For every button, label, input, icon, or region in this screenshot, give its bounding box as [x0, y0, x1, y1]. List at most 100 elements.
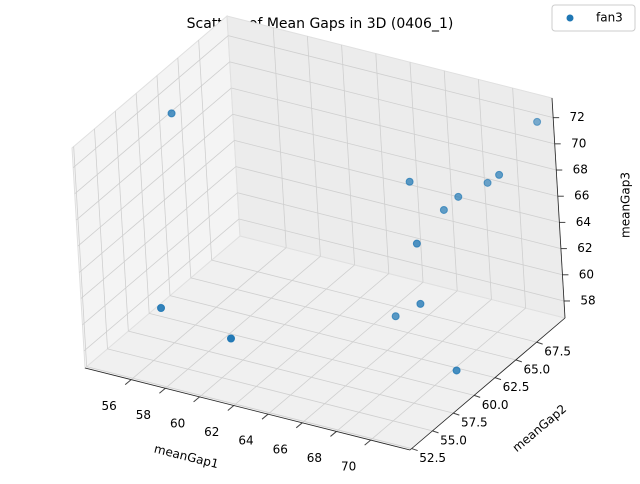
grid-line [177, 57, 192, 278]
y-tick [494, 377, 502, 381]
legend: fan3 [551, 4, 636, 32]
grid-line [156, 75, 171, 296]
grid-line [231, 87, 557, 171]
grid-line [478, 79, 492, 300]
grid-line [149, 312, 475, 396]
grid-line [237, 192, 563, 276]
point [452, 366, 461, 375]
point [412, 239, 421, 248]
y-tick-label: 65.0 [523, 362, 550, 376]
grid-line [199, 264, 355, 398]
grid-line [211, 259, 537, 343]
x-tick-label: 70 [341, 460, 356, 474]
grid-line [301, 290, 458, 424]
grid-line [272, 27, 287, 248]
y-tick [432, 430, 439, 434]
grid-line [409, 62, 424, 283]
z-axis-label: meanGap3 [619, 172, 633, 238]
point [416, 299, 425, 308]
grid-line [75, 87, 232, 221]
grid-line [306, 36, 321, 257]
grid-line [228, 35, 554, 119]
grid-line [77, 113, 234, 247]
y-tick-label: 62.5 [503, 380, 530, 394]
grid-line [83, 218, 240, 352]
z-tick-label: 64 [576, 215, 591, 229]
grid-line [235, 166, 561, 249]
x-tick [193, 396, 200, 403]
grid-line [229, 61, 555, 145]
x-tick [159, 387, 166, 394]
z-tick-label: 58 [580, 293, 595, 307]
x-tick-label: 56 [102, 399, 117, 413]
grid-line [233, 273, 390, 406]
axis-line [409, 317, 566, 451]
y-tick-label: 60.0 [482, 398, 509, 412]
grid-line [73, 146, 88, 367]
z-tick-label: 66 [574, 189, 589, 203]
y-tick [515, 359, 522, 363]
y-tick [411, 448, 418, 452]
grid-line [82, 192, 238, 326]
x-tick [124, 379, 132, 386]
point [405, 177, 414, 186]
y-tick [453, 412, 460, 416]
point [495, 170, 504, 179]
y-tick [536, 341, 543, 345]
legend-label: fan3 [596, 11, 623, 25]
grid-line [370, 307, 526, 441]
x-tick [227, 405, 235, 411]
y-tick [474, 394, 481, 398]
grid-line [190, 277, 516, 361]
x-tick-label: 64 [238, 434, 253, 448]
y-axis-label: meanGap2 [510, 402, 570, 455]
x-tick [295, 422, 303, 429]
grid-line [86, 366, 412, 449]
z-tick-label: 60 [579, 267, 594, 281]
z-tick-label: 68 [573, 163, 588, 177]
point [167, 109, 176, 118]
axis-line [551, 97, 566, 319]
z-tick-label: 70 [571, 136, 586, 150]
x-tick [330, 431, 337, 437]
z-tick-label: 72 [570, 110, 585, 124]
grid-line [128, 330, 454, 414]
x-tick-label: 58 [136, 408, 151, 422]
grid-line [107, 348, 433, 432]
point [226, 334, 235, 343]
grid-line [79, 140, 235, 273]
grid-line [135, 93, 150, 314]
grid-line [375, 53, 390, 274]
point [157, 303, 166, 312]
grid-line [267, 281, 424, 415]
grid-line [74, 61, 230, 195]
grid-line [165, 255, 321, 389]
x-tick [364, 439, 371, 446]
grid-line [232, 113, 558, 197]
grid-line [238, 218, 565, 302]
y-tick-label: 57.5 [461, 416, 488, 430]
legend-marker [566, 14, 574, 22]
x-tick [261, 413, 269, 420]
grid-line [512, 88, 527, 309]
grid-line [336, 299, 492, 432]
grid-line [80, 166, 237, 299]
point [533, 117, 542, 126]
point [454, 192, 463, 201]
grid-line [341, 44, 356, 265]
y-tick-label: 52.5 [419, 451, 446, 465]
x-tick-label: 66 [273, 442, 288, 456]
point [439, 205, 448, 214]
point [391, 312, 400, 321]
grid-line [130, 247, 287, 380]
grid-line [234, 140, 560, 223]
z-tick-label: 62 [577, 241, 592, 255]
legend-box [551, 4, 636, 32]
grid-line [443, 70, 458, 291]
x-tick-label: 68 [307, 451, 322, 465]
y-tick-label: 67.5 [544, 345, 571, 359]
point [483, 178, 492, 187]
x-tick-label: 60 [170, 416, 185, 430]
grid-line [94, 128, 108, 349]
